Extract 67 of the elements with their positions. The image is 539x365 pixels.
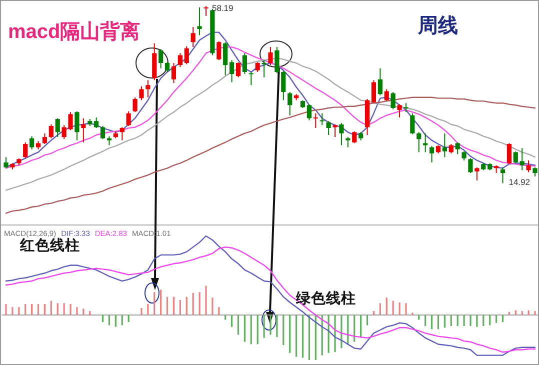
candlestick — [500, 166, 506, 184]
candlestick — [229, 60, 234, 83]
annotation: 14.92 — [508, 177, 530, 188]
candlestick — [526, 160, 531, 173]
candlestick — [255, 62, 260, 72]
candlestick — [371, 80, 376, 104]
annotation: 红色线柱 — [19, 237, 80, 254]
annotation: 绿色线柱 — [295, 290, 356, 307]
candlestick — [158, 48, 164, 69]
candlestick — [242, 52, 247, 75]
candlestick — [506, 142, 512, 165]
candlestick — [281, 70, 286, 101]
candlestick — [468, 158, 473, 174]
candlestick — [520, 148, 524, 171]
candlestick — [378, 68, 382, 96]
candlestick — [4, 156, 8, 169]
candlestick — [442, 132, 447, 158]
candlestick — [332, 124, 338, 138]
candlestick — [384, 88, 389, 102]
candlestick — [390, 92, 396, 110]
candlestick — [30, 136, 34, 150]
candlestick — [23, 142, 28, 159]
candlestick — [339, 122, 344, 146]
candlestick — [171, 62, 176, 84]
candlestick — [100, 126, 106, 140]
candlestick — [429, 146, 434, 163]
candlestick — [306, 104, 312, 121]
candlestick — [216, 40, 222, 61]
candlestick — [126, 110, 131, 126]
candlestick — [223, 42, 228, 76]
text: 周线 — [417, 15, 458, 37]
candlestick — [94, 116, 99, 129]
candlestick — [74, 110, 80, 141]
candlestick — [416, 132, 422, 153]
candlestick — [274, 46, 280, 74]
candlestick — [352, 130, 357, 144]
candlestick — [474, 166, 480, 181]
candlestick — [410, 112, 415, 135]
candlestick — [455, 142, 460, 155]
candlestick — [423, 132, 428, 153]
candlestick — [197, 6, 202, 36]
candlestick — [268, 46, 273, 66]
candlestick — [184, 46, 189, 65]
candlestick — [320, 112, 324, 126]
candlestick — [81, 118, 86, 143]
annotation: 58.19 — [212, 3, 234, 14]
candlestick — [55, 118, 60, 138]
candlestick — [326, 120, 331, 136]
candlestick — [236, 62, 241, 78]
candlestick — [132, 96, 138, 113]
candlestick — [120, 126, 124, 141]
candlestick — [513, 150, 518, 164]
candlestick — [48, 124, 54, 139]
text: macd隔山背离 — [8, 20, 140, 43]
candlestick — [288, 92, 292, 116]
candlestick — [397, 104, 402, 118]
candlestick — [146, 80, 150, 98]
candlestick — [178, 52, 182, 68]
candlestick — [313, 112, 318, 129]
candlestick — [346, 136, 350, 148]
candlestick — [164, 62, 170, 72]
candlestick — [204, 6, 208, 16]
candlestick — [190, 26, 196, 48]
candlestick — [448, 144, 454, 154]
candlestick — [139, 86, 144, 101]
candlestick — [248, 72, 254, 86]
candlestick — [42, 132, 48, 144]
